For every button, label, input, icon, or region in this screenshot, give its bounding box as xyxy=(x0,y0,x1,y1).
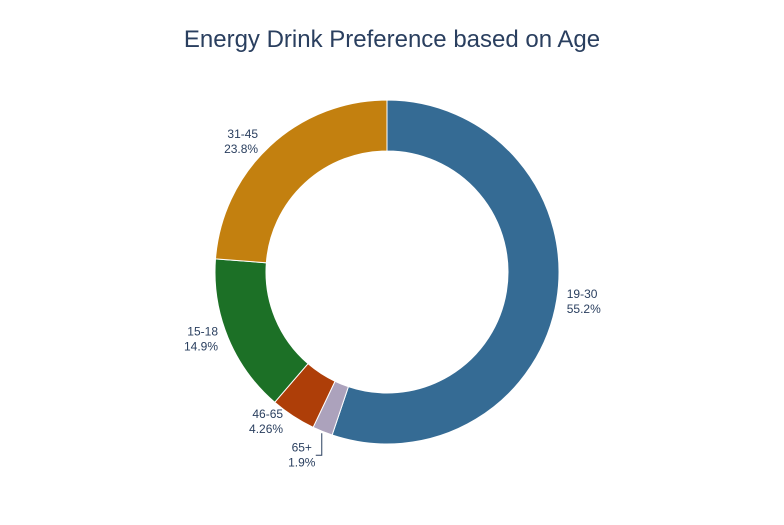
slice-label-46-65: 46-65 xyxy=(252,407,283,421)
slice-label-15-18: 15-18 xyxy=(187,325,218,339)
slice-percent-19-30: 55.2% xyxy=(567,302,601,316)
slice-label-19-30: 19-30 xyxy=(567,287,598,301)
slice-19-30[interactable] xyxy=(331,99,560,445)
slice-31-45[interactable] xyxy=(214,99,388,264)
slice-label-65+: 65+ xyxy=(292,440,312,454)
slice-percent-31-45: 23.8% xyxy=(224,142,258,156)
slice-percent-65+: 1.9% xyxy=(288,455,316,469)
leader-line-65+ xyxy=(315,433,323,456)
slice-label-31-45: 31-45 xyxy=(227,127,258,141)
slice-percent-15-18: 14.9% xyxy=(184,340,218,354)
chart-title: Energy Drink Preference based on Age xyxy=(183,26,601,53)
slice-percent-46-65: 4.26% xyxy=(249,422,283,436)
